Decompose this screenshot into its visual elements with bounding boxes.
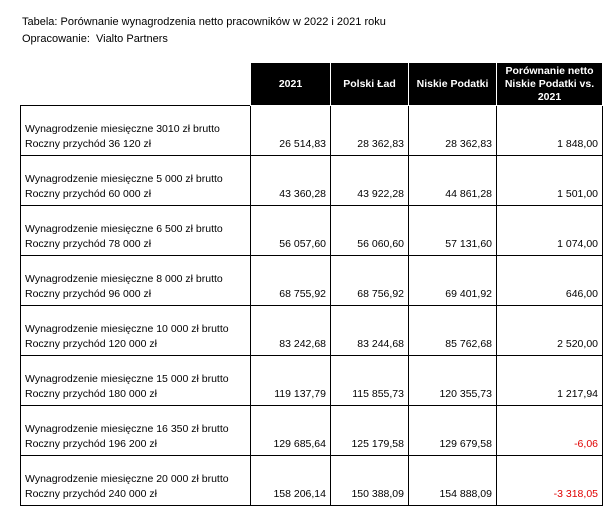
- row-label-line: Roczny przychód 196 200 zł: [25, 438, 157, 450]
- table-source: Opracowanie: Vialto Partners: [22, 33, 168, 45]
- value-cell: 2 520,00: [496, 305, 603, 356]
- column-header: Polski Ład: [330, 62, 409, 106]
- salary-table: 2021 Polski Ład Niskie Podatki Porównanie n…: [20, 62, 603, 506]
- row-label-line: Wynagrodzenie miesięczne 16 350 zł brutt…: [25, 423, 229, 435]
- value-cell: 129 685,64: [250, 405, 331, 456]
- row-label-line: Roczny przychód 180 000 zł: [25, 388, 157, 400]
- row-label-line: Wynagrodzenie miesięczne 10 000 zł brutt…: [25, 323, 229, 335]
- table-row: Wynagrodzenie miesięczne 10 000 zł brutt…: [20, 305, 603, 356]
- value-cell: 129 679,58: [408, 405, 497, 456]
- value-cell: -6,06: [496, 405, 603, 456]
- value-cell: 69 401,92: [408, 255, 497, 306]
- table-row: Wynagrodzenie miesięczne 8 000 zł brutto…: [20, 255, 603, 306]
- header-row: 2021 Polski Ład Niskie Podatki Porównanie n…: [20, 62, 603, 106]
- value-cell: 1 074,00: [496, 205, 603, 256]
- value-cell: 56 060,60: [330, 205, 409, 256]
- row-label-line: Wynagrodzenie miesięczne 6 500 zł brutto: [25, 223, 223, 235]
- value-cell: 28 362,83: [408, 105, 497, 156]
- value-cell: 68 756,92: [330, 255, 409, 306]
- value-cell: 28 362,83: [330, 105, 409, 156]
- value-cell: 154 888,09: [408, 455, 497, 506]
- value-cell: -3 318,05: [496, 455, 603, 506]
- column-header: Porównanie netto Niskie Podatki vs. 2021: [496, 62, 603, 106]
- value-cell: 57 131,60: [408, 205, 497, 256]
- row-label: Wynagrodzenie miesięczne 5 000 zł brutto…: [20, 155, 251, 206]
- row-label: Wynagrodzenie miesięczne 20 000 zł brutt…: [20, 455, 251, 506]
- table-row: Wynagrodzenie miesięczne 3010 zł brutto R…: [20, 105, 603, 156]
- row-label: Wynagrodzenie miesięczne 6 500 zł brutto…: [20, 205, 251, 256]
- row-label: Wynagrodzenie miesięczne 8 000 zł brutto…: [20, 255, 251, 306]
- table-row: Wynagrodzenie miesięczne 5 000 zł brutto…: [20, 155, 603, 206]
- value-cell: 83 244,68: [330, 305, 409, 356]
- value-cell: 119 137,79: [250, 355, 331, 406]
- row-label: Wynagrodzenie miesięczne 10 000 zł brutt…: [20, 305, 251, 356]
- value-cell: 120 355,73: [408, 355, 497, 406]
- page: Tabela: Porównanie wynagrodzenia netto p…: [20, 16, 603, 506]
- row-label-line: Wynagrodzenie miesięczne 15 000 zł brutt…: [25, 373, 229, 385]
- value-cell: 43 922,28: [330, 155, 409, 206]
- row-label-line: Wynagrodzenie miesięczne 8 000 zł brutto: [25, 273, 223, 285]
- row-label: Wynagrodzenie miesięczne 15 000 zł brutt…: [20, 355, 251, 406]
- value-cell: 1 217,94: [496, 355, 603, 406]
- value-cell: 85 762,68: [408, 305, 497, 356]
- value-cell: 43 360,28: [250, 155, 331, 206]
- value-cell: 150 388,09: [330, 455, 409, 506]
- value-cell: 1 501,00: [496, 155, 603, 206]
- table-row: Wynagrodzenie miesięczne 20 000 zł brutt…: [20, 455, 603, 506]
- value-cell: 1 848,00: [496, 105, 603, 156]
- table-body: Wynagrodzenie miesięczne 3010 zł brutto R…: [20, 105, 603, 506]
- row-label-line: Roczny przychód 60 000 zł: [25, 188, 152, 200]
- row-label-line: Roczny przychód 96 000 zł: [25, 288, 152, 300]
- row-label: Wynagrodzenie miesięczne 3010 zł brutto R…: [20, 105, 251, 156]
- value-cell: 83 242,68: [250, 305, 331, 356]
- table-row: Wynagrodzenie miesięczne 6 500 zł brutto…: [20, 205, 603, 256]
- row-label-line: Roczny przychód 240 000 zł: [25, 488, 157, 500]
- value-cell: 125 179,58: [330, 405, 409, 456]
- value-cell: 44 861,28: [408, 155, 497, 206]
- value-cell: 68 755,92: [250, 255, 331, 306]
- blank-header: [20, 62, 251, 106]
- row-label-line: Wynagrodzenie miesięczne 20 000 zł brutt…: [25, 473, 229, 485]
- row-label-line: Wynagrodzenie miesięczne 3010 zł brutto: [25, 123, 220, 135]
- row-label: Wynagrodzenie miesięczne 16 350 zł brutt…: [20, 405, 251, 456]
- value-cell: 26 514,83: [250, 105, 331, 156]
- column-header: Niskie Podatki: [408, 62, 497, 106]
- row-label-line: Roczny przychód 78 000 zł: [25, 238, 152, 250]
- value-cell: 158 206,14: [250, 455, 331, 506]
- row-label-line: Roczny przychód 36 120 zł: [25, 138, 152, 150]
- value-cell: 646,00: [496, 255, 603, 306]
- row-label-line: Roczny przychód 120 000 zł: [25, 338, 157, 350]
- table-title: Tabela: Porównanie wynagrodzenia netto p…: [22, 16, 386, 28]
- value-cell: 56 057,60: [250, 205, 331, 256]
- column-header: 2021: [250, 62, 331, 106]
- row-label-line: Wynagrodzenie miesięczne 5 000 zł brutto: [25, 173, 223, 185]
- table-row: Wynagrodzenie miesięczne 15 000 zł brutt…: [20, 355, 603, 406]
- table-row: Wynagrodzenie miesięczne 16 350 zł brutt…: [20, 405, 603, 456]
- value-cell: 115 855,73: [330, 355, 409, 406]
